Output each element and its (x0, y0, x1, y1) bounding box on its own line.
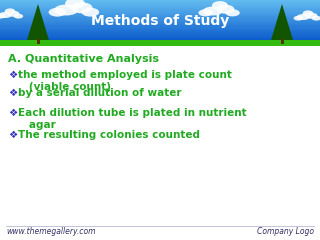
Bar (0, 29, 320, 30)
Bar (0, 14, 320, 15)
Ellipse shape (303, 10, 313, 16)
Bar (0, 19, 320, 21)
Text: Company Logo: Company Logo (257, 228, 314, 236)
Ellipse shape (293, 16, 303, 21)
Bar (0, 35, 320, 36)
Ellipse shape (225, 9, 240, 16)
Ellipse shape (65, 0, 85, 9)
Ellipse shape (0, 14, 5, 19)
Text: Methods of Study: Methods of Study (91, 14, 229, 28)
Bar (0, 25, 320, 26)
Bar (0, 37, 320, 38)
Ellipse shape (212, 1, 228, 10)
Text: ❖: ❖ (8, 130, 17, 140)
Text: The resulting colonies counted: The resulting colonies counted (18, 130, 200, 140)
Ellipse shape (13, 14, 23, 19)
Ellipse shape (198, 9, 213, 16)
Bar (0, 42, 320, 44)
Bar (0, 45, 320, 46)
Bar (0, 8, 320, 9)
Text: www.themegallery.com: www.themegallery.com (6, 228, 95, 236)
Bar (0, 13, 320, 14)
Bar (0, 44, 320, 45)
Bar (0, 15, 320, 16)
Bar (0, 36, 320, 37)
Text: A. Quantitative Analysis: A. Quantitative Analysis (8, 54, 159, 64)
Bar (0, 2, 320, 3)
Bar (0, 1, 320, 2)
Polygon shape (271, 4, 293, 40)
Ellipse shape (49, 8, 66, 17)
Bar (0, 6, 320, 7)
Bar (281, 39, 284, 44)
Bar (0, 22, 320, 23)
Ellipse shape (82, 8, 99, 17)
Text: by a serial dilution of water: by a serial dilution of water (18, 88, 181, 98)
Bar (0, 10, 320, 12)
Bar (0, 31, 320, 32)
Bar (0, 46, 320, 240)
Bar (0, 40, 320, 41)
Bar (0, 24, 320, 25)
Text: ❖: ❖ (8, 70, 17, 80)
Polygon shape (27, 4, 49, 40)
Bar (0, 32, 320, 33)
Text: ❖: ❖ (8, 88, 17, 98)
Bar (0, 23, 320, 24)
Ellipse shape (4, 8, 15, 14)
Bar (0, 30, 320, 31)
Bar (0, 41, 320, 42)
Bar (0, 39, 320, 40)
Ellipse shape (297, 14, 310, 20)
Text: ❖: ❖ (8, 108, 17, 118)
Bar (0, 40, 320, 46)
Text: Each dilution tube is plated in nutrient
   agar: Each dilution tube is plated in nutrient… (18, 108, 247, 130)
Ellipse shape (306, 13, 318, 19)
Ellipse shape (0, 12, 12, 18)
Bar (0, 9, 320, 10)
Bar (0, 28, 320, 29)
Bar (0, 12, 320, 13)
Bar (0, 17, 320, 18)
Bar (0, 26, 320, 28)
Ellipse shape (216, 5, 234, 14)
Bar (0, 18, 320, 19)
Bar (36, 39, 39, 44)
Bar (0, 38, 320, 39)
Bar (0, 7, 320, 8)
Bar (0, 0, 320, 1)
Bar (0, 5, 320, 6)
Ellipse shape (203, 6, 223, 16)
Bar (0, 21, 320, 22)
Ellipse shape (8, 11, 20, 17)
Ellipse shape (71, 2, 92, 13)
Bar (0, 3, 320, 5)
Ellipse shape (54, 5, 78, 16)
Text: the method employed is plate count
   (viable count): the method employed is plate count (viab… (18, 70, 232, 92)
Bar (0, 33, 320, 35)
Bar (0, 16, 320, 17)
Ellipse shape (312, 16, 320, 21)
